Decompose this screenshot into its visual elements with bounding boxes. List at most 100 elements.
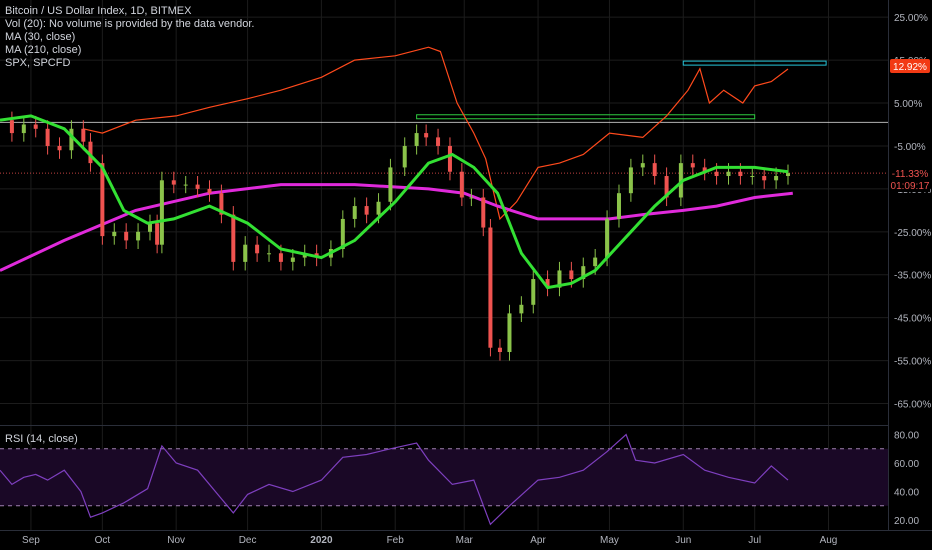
rsi-tick-label: 20.00 [894, 516, 919, 527]
candle-body [171, 180, 176, 185]
x-tick-label: Jul [748, 535, 761, 546]
x-tick-label: Mar [456, 535, 474, 546]
candle-body [352, 206, 357, 219]
spx-line [83, 46, 789, 221]
x-tick-label: Dec [239, 535, 257, 546]
x-tick-label: Sep [22, 535, 40, 546]
y-tick-label: -5.00% [894, 142, 926, 153]
y-tick-label: -35.00% [894, 271, 931, 282]
candle-body [616, 193, 621, 219]
x-tick-label: Feb [387, 535, 405, 546]
resistance-box [416, 114, 756, 120]
candle-body [605, 218, 610, 258]
ma210-line [0, 183, 793, 272]
candle-body [290, 257, 295, 262]
candle-body [195, 184, 200, 189]
candle-body [183, 184, 188, 186]
y-tick-label: -55.00% [894, 357, 931, 368]
candle-body [21, 124, 26, 134]
rsi-line [0, 433, 789, 526]
candle-body [652, 163, 657, 177]
candle-body [469, 197, 474, 199]
bar-countdown-text: 01:09:17 [891, 181, 930, 192]
rsi-legend[interactable]: RSI (14, close) [5, 433, 78, 445]
candle-body [738, 171, 743, 177]
legend-symbol-title[interactable]: Bitcoin / US Dollar Index, 1D, BITMEX [5, 5, 192, 17]
candle-body [207, 188, 212, 194]
x-tick-label: Oct [95, 535, 111, 546]
candle-body [593, 257, 598, 267]
main-plot[interactable] [0, 46, 888, 361]
spx-value-badge: 12.92% [890, 59, 930, 73]
candle-body [69, 128, 74, 151]
grid [0, 0, 888, 530]
x-tick-label: Nov [167, 535, 185, 546]
candle-body [786, 173, 791, 177]
candle-body [557, 270, 562, 288]
candle-body [278, 253, 283, 262]
price-value-text: -11.33% [892, 169, 929, 180]
candle-body [447, 145, 452, 172]
x-tick-label: 2020 [310, 535, 333, 546]
rsi-plot[interactable] [0, 433, 888, 526]
legend-ma210[interactable]: MA (210, close) [5, 44, 82, 56]
y-tick-label: 25.00% [894, 13, 928, 24]
chart-legend: Bitcoin / US Dollar Index, 1D, BITMEX Vo… [5, 5, 254, 70]
candle-body [424, 133, 429, 138]
rsi-band-fill [0, 448, 888, 506]
candle-body [581, 266, 586, 280]
candle-body [33, 124, 38, 129]
time-axis[interactable]: Sep Oct Nov Dec 2020 Feb Mar Apr May Jun Jul Aug [22, 535, 837, 546]
candle-body [481, 197, 486, 228]
y-tick-label: -65.00% [894, 400, 931, 411]
candle-body [726, 171, 731, 177]
rsi-axis[interactable]: 80.00 60.00 40.00 20.00 [894, 431, 919, 527]
x-tick-label: Jun [675, 535, 691, 546]
y-tick-label: -25.00% [894, 228, 931, 239]
candle-body [702, 167, 707, 172]
candle-body [531, 279, 536, 305]
legend-spx[interactable]: SPX, SPCFD [5, 57, 71, 69]
candle-body [459, 171, 464, 198]
candle-body [690, 163, 695, 168]
rsi-tick-label: 60.00 [894, 459, 919, 470]
price-value-badge: -11.33% 01:09:17 [890, 166, 930, 192]
candle-body [762, 176, 767, 181]
ma30-line [0, 114, 789, 290]
y-tick-label: -45.00% [894, 314, 931, 325]
rsi-tick-label: 80.00 [894, 431, 919, 442]
legend-ma30[interactable]: MA (30, close) [5, 31, 76, 43]
spx-value-text: 12.92% [893, 62, 927, 73]
candle-body [340, 218, 345, 249]
candle-body [147, 223, 152, 232]
candle-body [436, 137, 441, 146]
candle-body [57, 145, 62, 151]
candle-body [112, 231, 117, 237]
candle-body [414, 133, 419, 146]
candle-body [376, 201, 381, 215]
candle-body [136, 231, 141, 241]
candle-body [402, 145, 407, 168]
candle-body [100, 163, 105, 237]
candle-body [243, 244, 248, 262]
legend-volume[interactable]: Vol (20): No volume is provided by the d… [5, 18, 255, 30]
candle-body [88, 141, 93, 164]
candle-body [155, 223, 160, 245]
candle-body [9, 120, 14, 134]
candle-body [497, 347, 502, 353]
candle-body [640, 163, 645, 168]
candle-body [488, 227, 493, 348]
candle-body [255, 244, 260, 254]
candle-body [507, 313, 512, 353]
candle-body [664, 176, 669, 198]
candle-body [159, 180, 164, 245]
candle-body [388, 167, 393, 202]
candle-body [231, 214, 236, 262]
x-tick-label: Apr [530, 535, 546, 546]
candle-body [678, 163, 683, 198]
resistance-box [682, 60, 827, 66]
candle-body [714, 171, 719, 177]
candle-body [364, 206, 369, 215]
candle-body [124, 231, 129, 241]
